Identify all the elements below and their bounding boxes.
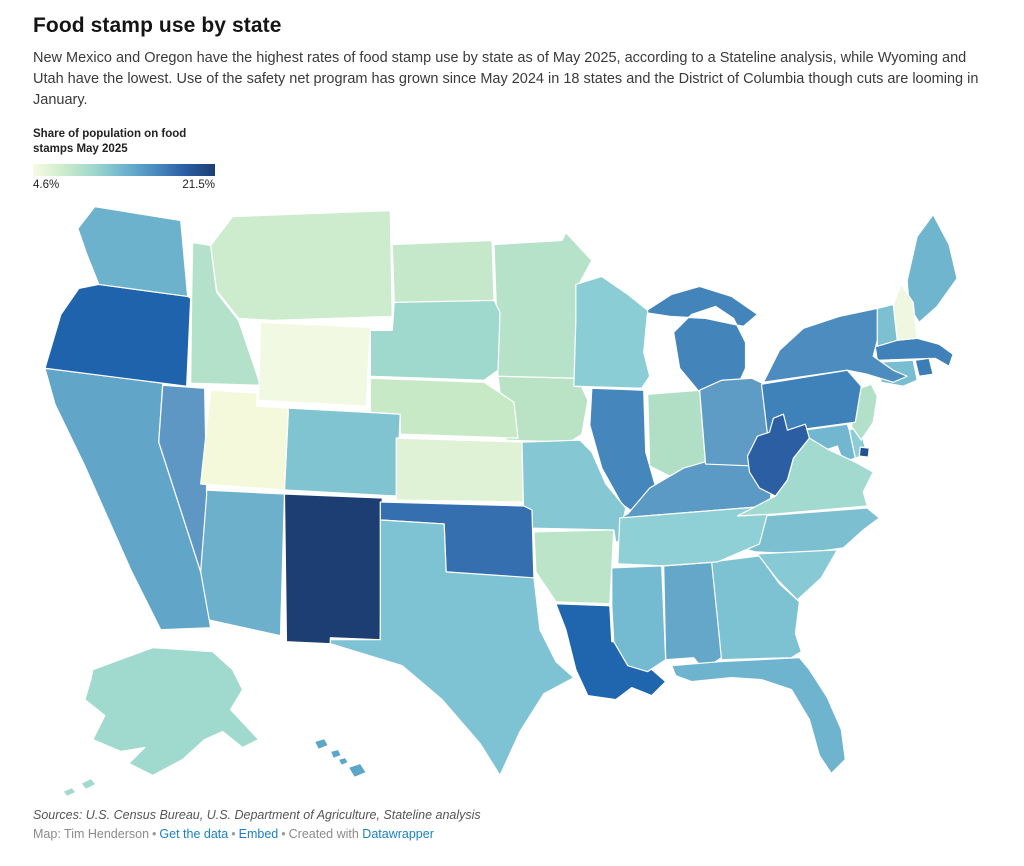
- sources-note: Sources: U.S. Census Bureau, U.S. Depart…: [33, 807, 481, 822]
- separator-dot: •: [152, 826, 157, 841]
- us-choropleth-svg: Alabama: 12.4%Alaska: 8.9%Arizona: 11.9%…: [44, 205, 958, 797]
- state-WV[interactable]: West Virginia: 16.8%: [746, 413, 810, 497]
- state-AR[interactable]: Arkansas: 7.7%: [533, 529, 615, 605]
- map-credit: Map: Tim Henderson: [33, 826, 150, 841]
- separator-dot: •: [231, 826, 236, 841]
- state-NM[interactable]: New Mexico: 21.5%: [283, 493, 383, 645]
- byline: Map: Tim Henderson • Get the data • Embed • Cr…: [33, 827, 991, 851]
- legend-labels: 4.6% 21.5%: [33, 179, 293, 194]
- state-VT[interactable]: Vermont: 10.7%: [876, 303, 898, 347]
- state-OR[interactable]: Oregon: 18.4%: [44, 283, 192, 387]
- separator-dot: •: [281, 826, 286, 841]
- legend-title-line1: Share of population on food: [33, 128, 187, 141]
- state-SC[interactable]: South Carolina: 10.1%: [756, 549, 838, 601]
- state-WI[interactable]: Wisconsin: 9.9%: [573, 275, 651, 389]
- state-TX[interactable]: Texas: 10.6%: [329, 519, 575, 776]
- legend-gradient-bar: [33, 163, 215, 176]
- state-UT[interactable]: Utah: 4.7%: [200, 389, 290, 491]
- chart-footer: Sources: U.S. Census Bureau, U.S. Depart…: [33, 808, 991, 851]
- state-AK[interactable]: Alaska: 8.9%: [62, 647, 260, 797]
- get-the-data-link[interactable]: Get the data: [159, 826, 229, 841]
- chart-title: Food stamp use by state: [33, 14, 282, 37]
- choropleth-map: Alabama: 12.4%Alaska: 8.9%Arizona: 11.9%…: [33, 200, 991, 800]
- state-ME[interactable]: Maine: 11.6%: [906, 213, 958, 323]
- state-DC[interactable]: District of Columbia: 20.4%: [858, 446, 870, 458]
- state-SD[interactable]: South Dakota: 9%: [369, 299, 501, 381]
- us-map-layer: Alabama: 12.4%Alaska: 8.9%Arizona: 11.9%…: [44, 205, 958, 797]
- legend-title-line2: stamps May 2025: [33, 142, 128, 155]
- state-KS[interactable]: Kansas: 6.2%: [395, 437, 525, 503]
- state-HI[interactable]: Hawaii: 12.5%: [313, 737, 367, 778]
- state-NV[interactable]: Nevada: 13.4%: [158, 384, 208, 573]
- state-FL[interactable]: Florida: 11.7%: [671, 656, 846, 774]
- legend-title: Share of population on food stamps May 2…: [33, 127, 991, 157]
- state-WA[interactable]: Washington: 11.8%: [77, 205, 189, 297]
- state-LA[interactable]: Louisiana: 18.3%: [555, 603, 667, 701]
- state-ND[interactable]: North Dakota: 7.3%: [391, 239, 495, 303]
- state-RI[interactable]: Rhode Island: 15.2%: [914, 357, 934, 377]
- state-CO[interactable]: Colorado: 10.4%: [283, 407, 401, 497]
- state-MI[interactable]: Michigan: 14.3%: [643, 285, 759, 393]
- embed-link[interactable]: Embed: [238, 826, 279, 841]
- state-MT[interactable]: Montana: 7%: [210, 209, 393, 321]
- state-WY[interactable]: Wyoming: 4.6%: [257, 321, 371, 407]
- datawrapper-link[interactable]: Datawrapper: [362, 826, 434, 841]
- chart-description: New Mexico and Oregon have the highest r…: [33, 50, 979, 109]
- color-legend: Share of population on food stamps May 2…: [33, 127, 991, 194]
- legend-max-label: 21.5%: [182, 178, 215, 191]
- created-with-label: Created with: [288, 826, 359, 841]
- state-MS[interactable]: Mississippi: 11.3%: [611, 565, 667, 673]
- state-PA[interactable]: Pennsylvania: 14.4%: [760, 369, 862, 435]
- state-NE[interactable]: Nebraska: 7.2%: [369, 377, 519, 439]
- legend-min-label: 4.6%: [33, 178, 60, 191]
- state-NY[interactable]: New York: 14.6%: [762, 307, 908, 383]
